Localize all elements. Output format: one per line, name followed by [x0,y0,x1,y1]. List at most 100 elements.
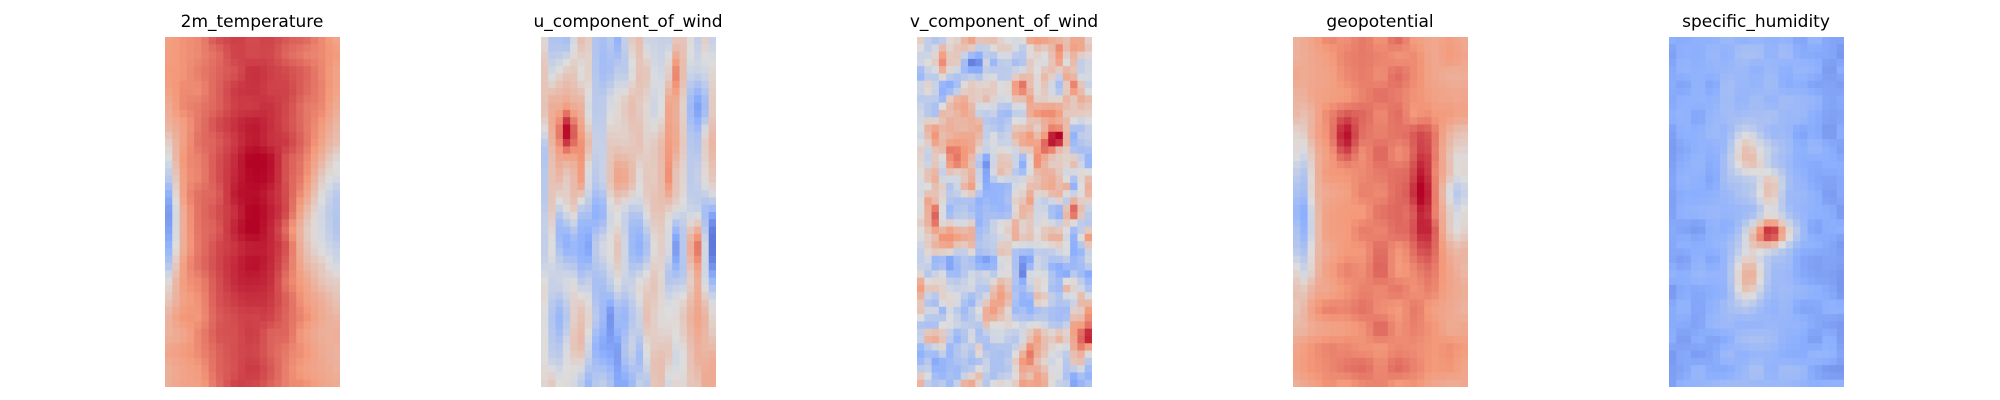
heatmap-cell [1424,131,1432,140]
heatmap-cell [679,233,688,242]
heatmap-cell [997,226,1005,235]
heatmap-cell [1460,372,1468,381]
heatmap-cell [1040,146,1049,155]
heatmap-cell [592,131,600,140]
heatmap-cell [1344,379,1352,387]
heatmap-cell [621,314,629,322]
heatmap-cell [303,277,312,286]
heatmap-cell [172,314,180,322]
heatmap-cell [694,263,702,271]
heatmap-cell [1314,58,1323,67]
heatmap-cell [1300,139,1308,147]
heatmap-cell [1322,350,1330,359]
heatmap-cell [982,51,991,60]
heatmap-cell [1446,263,1454,271]
heatmap-cell [606,73,615,82]
heatmap-cell [172,37,180,45]
heatmap-cell [332,277,340,286]
heatmap-cell [982,37,991,45]
heatmap-cell [186,190,195,198]
heatmap-cell [997,306,1005,315]
heatmap-cell [1040,314,1049,322]
heatmap-cell [194,80,202,89]
heatmap-cell [1011,117,1020,125]
heatmap-cell [968,219,976,227]
heatmap-cell [570,204,578,213]
heatmap-cell [208,88,217,96]
heatmap-cell [650,343,659,351]
heatmap-cell [1453,51,1462,60]
heatmap-cell [1453,270,1462,279]
heatmap-cell [201,379,210,387]
heatmap-cell [1460,379,1468,387]
heatmap-cell [1424,233,1432,242]
heatmap-cell [679,153,688,162]
heatmap-cell [686,160,695,169]
heatmap-cell [953,379,962,387]
heatmap-cell [1358,117,1367,125]
heatmap-cell [664,292,673,300]
heatmap-cell [1351,314,1360,322]
heatmap-cell [1358,219,1367,227]
heatmap-cell [252,321,261,330]
heatmap-cell [1077,88,1086,96]
heatmap-cell [1807,73,1816,82]
heatmap-cell [1300,58,1308,67]
heatmap-cell [975,277,984,286]
heatmap-cell [1300,212,1308,220]
heatmap-cell [216,248,224,257]
heatmap-cell [1365,263,1374,271]
heatmap-cell [296,153,304,162]
heatmap-cell [332,343,340,351]
heatmap-cell [303,175,312,184]
heatmap-cell [223,109,232,118]
heatmap-cell [694,270,702,279]
heatmap-cell [332,357,340,366]
heatmap-cell [1084,379,1092,387]
heatmap-cell [1431,372,1440,381]
heatmap-cell [938,131,947,140]
heatmap-cell [548,284,556,293]
heatmap-cell [237,299,246,308]
heatmap-cell [230,335,239,344]
heatmap-cell [1395,102,1403,111]
heatmap-cell [997,372,1005,381]
heatmap-cell [1084,88,1092,96]
heatmap-cell [548,102,556,111]
heatmap-cell [172,343,180,351]
heatmap-cell [318,80,326,89]
heatmap-cell [259,88,268,96]
heatmap-cell [1293,350,1301,359]
heatmap-cell [1387,350,1396,359]
heatmap-cell [1300,226,1308,235]
heatmap-cell [1416,314,1425,322]
heatmap-cell [968,350,976,359]
heatmap-cell [701,190,710,198]
heatmap-cell [172,102,180,111]
heatmap-cell [1358,292,1367,300]
heatmap-cell [1351,263,1360,271]
heatmap-cell [1373,270,1381,279]
heatmap-cell [621,372,629,381]
heatmap-cell [1698,146,1706,155]
heatmap-cell [1336,139,1345,147]
heatmap-cell [664,182,673,191]
heatmap-cell [606,102,615,111]
heatmap-cell [548,350,556,359]
heatmap-cell [570,139,578,147]
heatmap-cell [1040,263,1049,271]
heatmap-cell [938,365,947,373]
heatmap-cell [1004,284,1013,293]
heatmap-cell [194,241,202,249]
heatmap-cell [1460,95,1468,104]
heatmap-cell [332,241,340,249]
heatmap-cell [701,270,710,279]
heatmap-cell [1329,365,1338,373]
heatmap-cell [931,102,940,111]
heatmap-cell [628,109,637,118]
heatmap-cell [1084,175,1092,184]
heatmap-cell [194,284,202,293]
heatmap-cell [1293,109,1301,118]
heatmap-cell [1807,80,1816,89]
heatmap-cell [1344,153,1352,162]
